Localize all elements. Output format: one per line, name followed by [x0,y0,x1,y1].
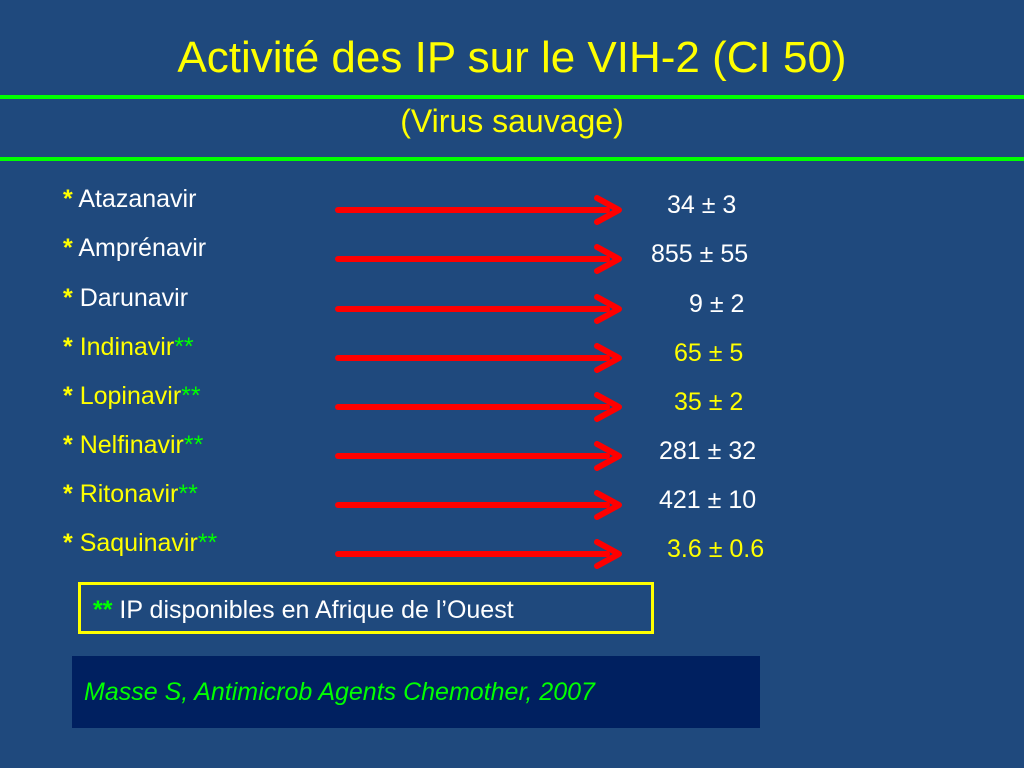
drug-row-amprenavir: * Amprénavir 855 ± 55 [0,234,1024,274]
arrow-right-icon [335,392,622,422]
drug-label: * Atazanavir [63,185,196,214]
drug-label: * Darunavir [63,284,188,313]
star-marker: * [63,284,73,312]
arrow-right-icon [335,539,622,569]
availability-marker: ** [178,480,198,508]
drug-label: * Saquinavir** [63,529,217,558]
drug-label: * Ritonavir** [63,480,198,509]
availability-marker: ** [183,431,204,459]
drug-name: Lopinavir [79,382,182,410]
drug-row-nelfinavir: * Nelfinavir** 281 ± 32 [0,431,1024,471]
star-marker: * [63,234,73,262]
ic50-value: 281 ± 32 [659,437,757,465]
drug-name: Saquinavir [79,529,198,557]
arrow-right-icon [335,294,622,324]
drug-label: * Lopinavir** [63,382,201,411]
star-marker: * [63,333,73,361]
ic50-value: 35 ± 2 [674,388,744,416]
drug-label: * Amprénavir [63,234,206,263]
drug-name: Ritonavir [79,480,179,508]
star-marker: * [63,480,73,508]
availability-marker: ** [197,529,218,557]
star-marker: * [63,529,73,557]
drug-row-saquinavir: * Saquinavir** 3.6 ± 0.6 [0,529,1024,569]
drug-name: Indinavir [79,333,175,361]
drug-row-darunavir: * Darunavir 9 ± 2 [0,284,1024,324]
star-marker: * [63,185,73,213]
ic50-value: 3.6 ± 0.6 [667,535,765,563]
slide-subtitle: (Virus sauvage) [400,103,624,139]
footnote-marker: ** [93,596,113,624]
drug-name: Nelfinavir [79,431,184,459]
drug-row-ritonavir: * Ritonavir** 421 ± 10 [0,480,1024,520]
drug-name: Atazanavir [78,185,197,213]
drug-row-indinavir: * Indinavir** 65 ± 5 [0,333,1024,373]
availability-marker: ** [174,333,194,361]
ic50-value: 34 ± 3 [667,191,737,219]
reference-citation: Masse S, Antimicrob Agents Chemother, 20… [72,656,760,728]
bottom-divider [0,157,1024,161]
drug-row-atazanavir: * Atazanavir 34 ± 3 [0,185,1024,225]
ic50-value: 65 ± 5 [674,339,744,367]
slide-title: Activité des IP sur le VIH-2 (CI 50) [177,33,847,82]
drug-name: Darunavir [79,284,189,312]
footnote-text: IP disponibles en Afrique de l’Ouest [119,596,514,624]
star-marker: * [63,431,73,459]
arrow-right-icon [335,343,622,373]
arrow-right-icon [335,195,622,225]
arrow-right-icon [335,244,622,274]
drug-label: * Indinavir** [63,333,194,362]
availability-marker: ** [181,382,201,410]
ic50-value: 855 ± 55 [651,240,749,268]
footnote-box: ** IP disponibles en Afrique de l’Ouest [78,582,654,634]
drug-label: * Nelfinavir** [63,431,203,460]
arrow-right-icon [335,490,622,520]
arrow-right-icon [335,441,622,471]
ic50-value: 421 ± 10 [659,486,757,514]
drug-row-lopinavir: * Lopinavir** 35 ± 2 [0,382,1024,422]
star-marker: * [63,382,73,410]
drug-name: Amprénavir [78,234,207,262]
top-divider [0,95,1024,99]
ic50-value: 9 ± 2 [689,290,745,318]
